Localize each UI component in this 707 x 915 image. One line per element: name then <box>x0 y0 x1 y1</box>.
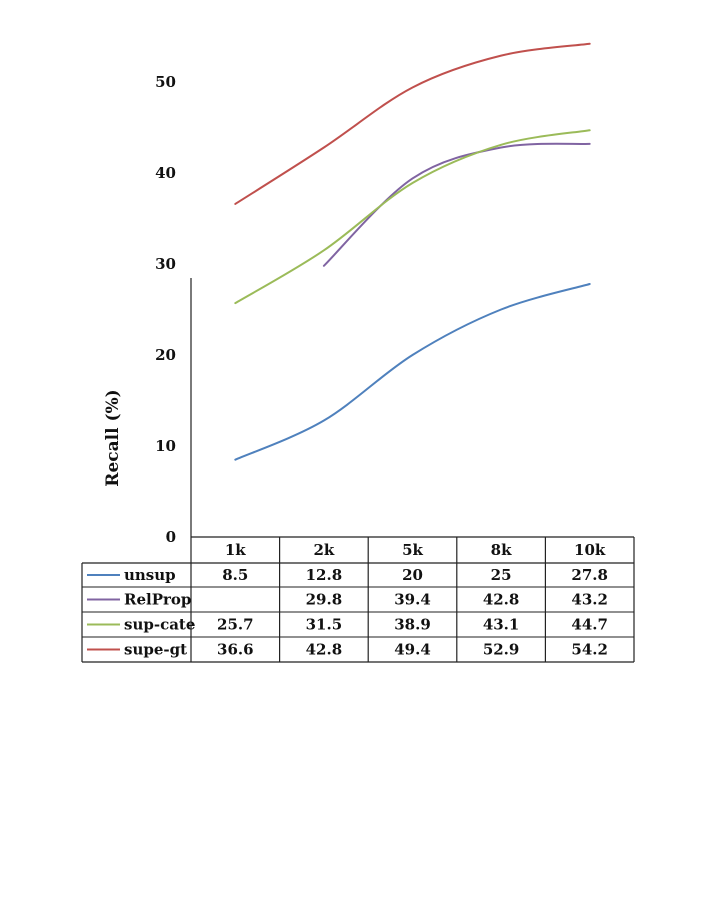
data-label: 42.8 <box>483 591 520 609</box>
series-line-relprop <box>322 142 591 267</box>
data-label: 29.8 <box>306 591 343 609</box>
series-line-sup-cate <box>234 129 591 305</box>
y-tick-label: 20 <box>155 346 176 364</box>
data-label: 25 <box>491 566 512 584</box>
data-label: 49.4 <box>394 641 431 659</box>
data-label: 31.5 <box>306 616 343 634</box>
data-label: 44.7 <box>571 616 608 634</box>
data-label: 36.6 <box>217 641 254 659</box>
data-label: 20 <box>402 566 423 584</box>
data-label: 12.8 <box>306 566 343 584</box>
x-category-label: 8k <box>491 541 512 559</box>
series-line-supe-gt <box>234 42 591 205</box>
legend-label: sup-cate <box>124 616 195 634</box>
x-category-label: 2k <box>313 541 334 559</box>
series-lines <box>234 42 591 461</box>
data-label: 42.8 <box>306 641 343 659</box>
y-tick-label: 40 <box>155 164 176 182</box>
data-label: 27.8 <box>571 566 608 584</box>
data-label: 39.4 <box>394 591 431 609</box>
x-category-label: 5k <box>402 541 423 559</box>
y-axis-label: Recall (%) <box>103 389 123 486</box>
data-label: 52.9 <box>483 641 520 659</box>
data-label: 8.5 <box>222 566 248 584</box>
y-tick-label: 50 <box>155 73 176 91</box>
data-label: 38.9 <box>394 616 431 634</box>
legend-label: supe-gt <box>124 641 187 659</box>
x-category-label: 10k <box>574 541 606 559</box>
data-label: 25.7 <box>217 616 254 634</box>
axes: 0 10 20 30 40 50 <box>155 73 192 546</box>
data-label: 43.2 <box>571 591 608 609</box>
data-label: 43.1 <box>483 616 520 634</box>
data-table: 1k 2k 5k 8k 10k unsup 8.5 12.8 20 25 27.8 RelProp 29… <box>81 536 635 663</box>
x-category-label: 1k <box>225 541 246 559</box>
legend-label: RelProp <box>124 591 191 609</box>
y-tick-label: 30 <box>155 255 176 273</box>
y-tick-label: 0 <box>166 528 176 546</box>
data-label: 54.2 <box>571 641 608 659</box>
legend-label: unsup <box>124 566 176 584</box>
y-tick-label: 10 <box>155 437 176 455</box>
series-line-unsup <box>234 283 591 461</box>
